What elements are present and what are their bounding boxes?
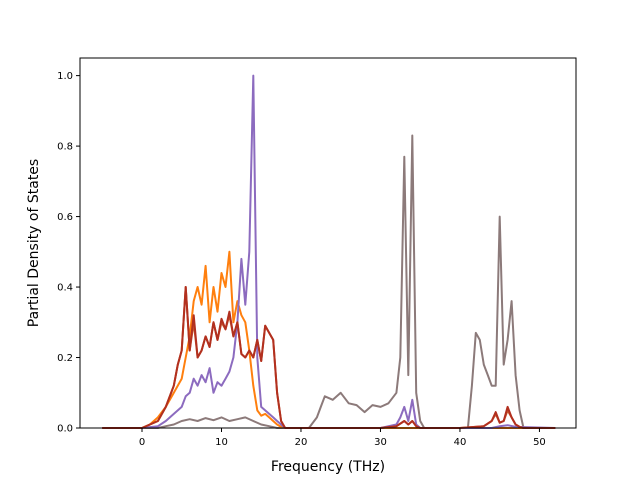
series-layer bbox=[102, 74, 556, 429]
y-tick-label: 0.8 bbox=[57, 142, 73, 153]
plot-frame bbox=[79, 57, 577, 429]
series-line-5 bbox=[102, 286, 556, 429]
x-tick-label: 10 bbox=[215, 437, 228, 448]
series-line-2 bbox=[102, 250, 556, 429]
series-line-1 bbox=[102, 134, 556, 429]
y-axis-label: Partial Density of States bbox=[26, 159, 42, 327]
tick-layer: 0 10 20 30 40 50 0.0 0.2 0.4 0.6 0.8 1.0 bbox=[57, 71, 546, 448]
x-tick-label: 50 bbox=[533, 437, 546, 448]
y-tick-label: 0.6 bbox=[57, 212, 73, 223]
y-tick-label: 1.0 bbox=[57, 71, 73, 82]
x-tick-label: 40 bbox=[454, 437, 467, 448]
x-tick-label: 30 bbox=[374, 437, 387, 448]
x-tick-label: 0 bbox=[139, 437, 145, 448]
x-axis-label: Frequency (THz) bbox=[271, 459, 385, 475]
y-tick-label: 0.4 bbox=[57, 283, 73, 294]
x-tick-label: 20 bbox=[295, 437, 308, 448]
y-tick-label: 0.2 bbox=[57, 353, 73, 364]
y-tick-label: 0.0 bbox=[57, 424, 73, 435]
